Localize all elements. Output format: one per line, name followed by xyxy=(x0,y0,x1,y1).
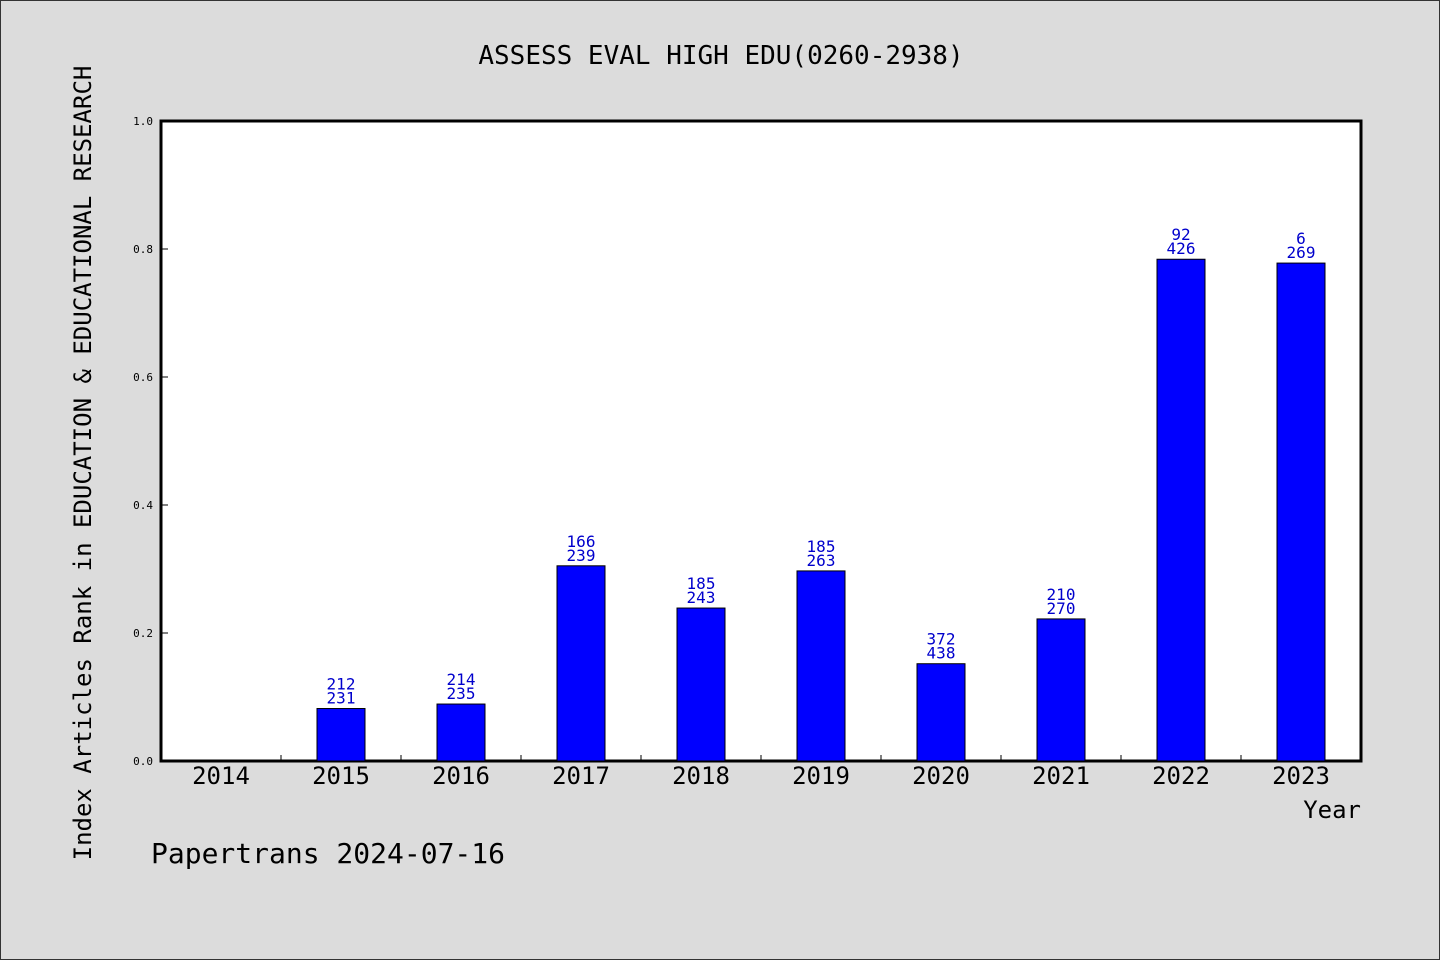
bar-label-top: 166 xyxy=(567,532,596,551)
bar-label-bottom: 270 xyxy=(1047,599,1076,618)
bar-label-bottom: 231 xyxy=(327,689,356,708)
bar-label-top: 185 xyxy=(807,537,836,556)
x-tick-label: 2018 xyxy=(672,762,730,790)
bar-2019 xyxy=(796,570,846,762)
bar-label-bottom: 243 xyxy=(687,588,716,607)
x-axis-label: Year xyxy=(1303,796,1361,824)
x-axis-ticks: 2014 2015 2016 2017 2018 2019 2020 2021 2022 2023 xyxy=(192,755,1330,790)
x-tick-label: 2021 xyxy=(1032,762,1090,790)
y-tick-label: 0.4 xyxy=(133,499,153,512)
bar-label-bottom: 239 xyxy=(567,546,596,565)
bar-label-top: 185 xyxy=(687,574,716,593)
y-tick-label: 0.2 xyxy=(133,627,153,640)
x-tick-label: 2022 xyxy=(1152,762,1210,790)
bar-label-bottom: 235 xyxy=(447,684,476,703)
bar-2020 xyxy=(916,663,966,762)
y-tick-label: 0.8 xyxy=(133,243,153,256)
bar-2022 xyxy=(1156,258,1206,762)
bar-label-bottom: 438 xyxy=(927,644,956,663)
bar-label-top: 92 xyxy=(1171,225,1190,244)
bar-2015 xyxy=(316,708,366,762)
y-axis-label: Index Articles Rank in EDUCATION & EDUCA… xyxy=(69,66,97,861)
bar-2021 xyxy=(1036,618,1086,762)
bar-2018 xyxy=(676,607,726,762)
y-tick-label: 1.0 xyxy=(133,115,153,128)
chart-title: ASSESS EVAL HIGH EDU(0260-2938) xyxy=(478,41,963,71)
bar-label-top: 214 xyxy=(447,670,476,689)
x-tick-label: 2014 xyxy=(192,762,250,790)
bar-label-top: 372 xyxy=(927,630,956,649)
x-tick-label: 2017 xyxy=(552,762,610,790)
bar-label-top: 6 xyxy=(1296,229,1306,248)
bar-label-bottom: 426 xyxy=(1167,239,1196,258)
bar-label-bottom: 269 xyxy=(1287,243,1316,262)
y-axis-ticks: 0.0 0.2 0.4 0.6 0.8 1.0 xyxy=(133,115,168,768)
x-tick-label: 2023 xyxy=(1272,762,1330,790)
bar-label-top: 210 xyxy=(1047,585,1076,604)
x-tick-label: 2016 xyxy=(432,762,490,790)
bars xyxy=(316,258,1326,762)
x-tick-label: 2020 xyxy=(912,762,970,790)
bar-label-bottom: 263 xyxy=(807,551,836,570)
footer-credit: Papertrans 2024-07-16 xyxy=(151,837,505,870)
x-tick-label: 2015 xyxy=(312,762,370,790)
bar-label-top: 212 xyxy=(327,675,356,694)
bar-2017 xyxy=(556,565,606,762)
bar-labels: 2122312142351662391852431852633724382102… xyxy=(327,225,1316,707)
x-tick-label: 2019 xyxy=(792,762,850,790)
bar-2023 xyxy=(1276,262,1326,762)
y-tick-label: 0.0 xyxy=(133,755,153,768)
bar-2016 xyxy=(436,703,486,762)
y-tick-label: 0.6 xyxy=(133,371,153,384)
